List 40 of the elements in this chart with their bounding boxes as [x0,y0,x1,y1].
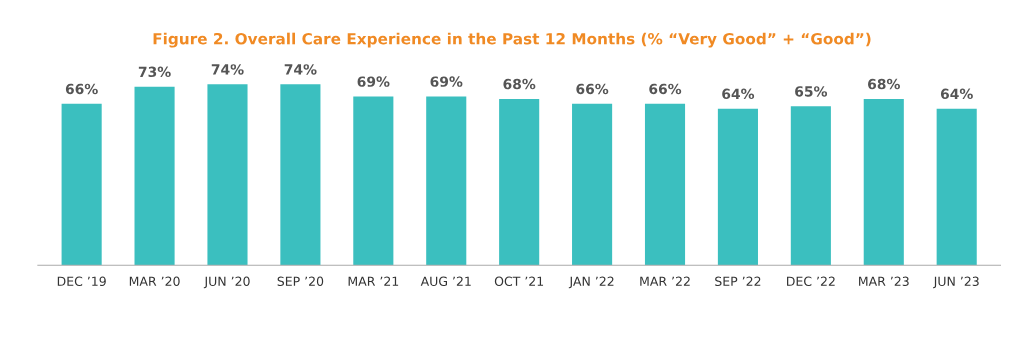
data-label: 66% [576,83,609,95]
bar [644,103,686,266]
data-label: 69% [357,76,390,87]
x-tick-label: SEP ’22 [715,276,761,287]
bar [863,98,904,266]
data-label: 65% [795,86,828,97]
data-label: 69% [430,76,463,87]
data-label: 73% [138,66,171,78]
bar [936,108,977,266]
x-tick-label: MAR ’23 [859,276,909,287]
data-label: 68% [503,78,536,90]
bar [280,84,321,266]
x-tick-label: DEC ’19 [57,276,106,287]
chart-title: Figure 2. Overall Care Experience in the Past 12 Months (% “Very Good” + “Good”) [153,32,871,48]
x-tick-label: MAR ’20 [129,276,180,287]
data-label: 68% [868,78,900,90]
bar [572,103,613,266]
data-label: 66% [649,83,682,95]
x-tick-label: MAR ’21 [348,276,399,286]
data-label: 74% [211,64,244,75]
data-label: 66% [65,83,98,95]
bar [717,108,758,266]
bar [353,96,394,266]
bar [426,96,467,266]
bar [61,103,102,266]
x-tick-label: SEP ’20 [277,276,324,287]
x-tick-label: JUN ’23 [933,276,979,289]
bar [499,98,540,266]
x-tick-label: DEC ’22 [787,276,835,287]
x-tick-label: AUG ’21 [420,276,471,287]
data-label: 74% [284,64,317,75]
x-tick-label: JAN ’22 [568,276,614,289]
data-label: 64% [722,88,755,100]
bar [134,86,175,266]
bar [207,84,248,266]
bar [790,106,831,266]
x-tick-label: MAR ’22 [640,276,690,286]
data-label: 64% [940,88,973,100]
x-tick-label: JUN ’20 [203,276,250,289]
x-tick-label: OCT ’21 [494,276,544,287]
